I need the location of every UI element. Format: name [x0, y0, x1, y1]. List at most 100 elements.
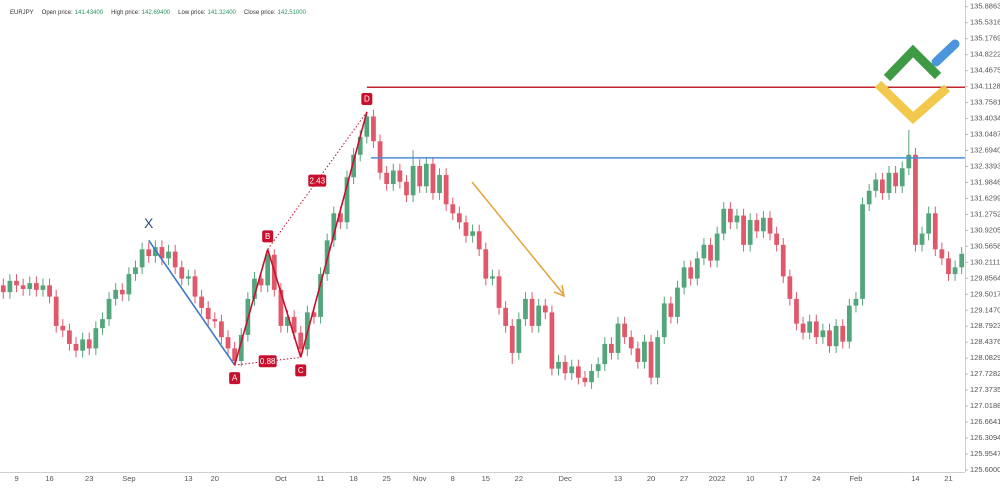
candle-body — [800, 323, 806, 333]
candle-body — [14, 280, 19, 286]
candle-body — [655, 337, 661, 378]
x-tick-label: Sep — [122, 474, 135, 483]
candle-body — [47, 285, 52, 297]
candle-body — [582, 377, 588, 383]
candle-body — [192, 276, 198, 297]
y-tick-label: 135.17690 — [970, 34, 1000, 43]
candle-body — [939, 249, 945, 259]
candle-body — [774, 233, 780, 245]
y-tick-label: 132.33930 — [970, 161, 1000, 170]
y-tick-label: 135.53160 — [970, 18, 1000, 27]
candle-body — [100, 319, 105, 329]
candle-body — [622, 323, 627, 338]
x-tick-label: 27 — [680, 474, 688, 483]
candle-body — [27, 283, 33, 289]
candle-body — [496, 276, 502, 308]
candle-body — [595, 364, 601, 371]
candle-body — [741, 215, 746, 245]
candle-body — [410, 166, 416, 196]
candle-body — [899, 168, 905, 187]
x-tick-label: 13 — [614, 474, 622, 483]
y-tick-label: 126.66410 — [970, 417, 1000, 426]
candle-body — [437, 175, 442, 194]
candle-body — [212, 319, 218, 322]
candle-body — [476, 231, 482, 250]
candle-body — [113, 289, 119, 299]
candle-body — [139, 249, 145, 268]
candle-body — [569, 366, 575, 374]
y-tick-label: 125.60000 — [970, 465, 1000, 474]
y-tick-label: 127.01880 — [970, 401, 1000, 410]
candle-body — [219, 321, 224, 338]
pattern-point-label-box — [229, 372, 241, 385]
y-tick-label: 135.88630 — [970, 2, 1000, 11]
candle-body — [450, 204, 456, 214]
candle-body — [556, 361, 561, 369]
candle-body — [886, 172, 892, 194]
candle-body — [866, 190, 872, 205]
candle-body — [86, 339, 92, 349]
pattern-point-label-box — [295, 364, 307, 377]
candle-body — [126, 274, 132, 295]
field-label: Low price: — [178, 10, 206, 16]
candle-body — [351, 154, 356, 178]
y-tick-label: 125.95470 — [970, 449, 1000, 458]
x-tick-label: 11 — [317, 474, 325, 483]
pattern-leg — [299, 111, 368, 358]
candle-body — [73, 343, 79, 351]
candle-body — [846, 305, 852, 342]
y-tick-label: 131.62990 — [970, 193, 1000, 202]
pattern-ratio-line — [234, 356, 301, 366]
trend-arrow — [471, 181, 565, 298]
candle-body — [205, 307, 211, 320]
y-tick-label: 126.30940 — [970, 433, 1000, 442]
candle-body — [880, 179, 885, 194]
logo-blue — [931, 39, 960, 67]
y-tick-label: 130.21110 — [970, 257, 1000, 266]
candle-body — [278, 289, 284, 326]
candle-body — [53, 296, 59, 326]
candle-body — [258, 278, 264, 286]
candle-body — [609, 343, 614, 353]
field-value: 142.51000 — [278, 10, 307, 16]
candle-body — [893, 172, 898, 187]
candle-body — [338, 213, 343, 223]
candle-body — [523, 298, 528, 320]
pattern-leg — [233, 249, 269, 366]
pattern-ratio-box — [258, 355, 277, 368]
candle-body — [873, 179, 879, 191]
candle-body — [159, 247, 165, 259]
x-tick-label: 20 — [647, 474, 655, 483]
pattern-point-label: B — [265, 232, 270, 241]
candle-body — [199, 296, 204, 308]
candle-body — [238, 334, 244, 362]
candle-body — [298, 332, 304, 350]
candle-body — [688, 267, 694, 279]
candle-body — [787, 276, 793, 299]
candle-body — [589, 370, 594, 383]
candle-body — [536, 305, 542, 326]
pattern-point-label-box — [361, 92, 373, 105]
candle-body — [827, 330, 832, 347]
field-value: 141.32400 — [208, 10, 237, 16]
candle-body — [860, 204, 865, 299]
candle-body — [364, 116, 370, 137]
candle-body — [7, 280, 13, 293]
candle-body — [390, 170, 396, 185]
candle-body — [119, 289, 125, 295]
candle-body — [384, 172, 390, 185]
candle-body — [853, 298, 859, 306]
x-tick-label: 25 — [382, 474, 390, 483]
y-tick-label: 127.72820 — [970, 369, 1000, 378]
x-tick-label: 16 — [45, 474, 53, 483]
y-tick-label: 134.82220 — [970, 50, 1000, 59]
y-tick-label: 127.37350 — [970, 385, 1000, 394]
y-tick-label: 134.46750 — [970, 66, 1000, 75]
candle-body — [285, 316, 290, 326]
candle-body — [549, 312, 555, 369]
candle-body — [807, 321, 813, 333]
candle-body — [648, 341, 654, 378]
candle-body — [714, 233, 720, 261]
x-tick-label: Nov — [413, 474, 427, 483]
